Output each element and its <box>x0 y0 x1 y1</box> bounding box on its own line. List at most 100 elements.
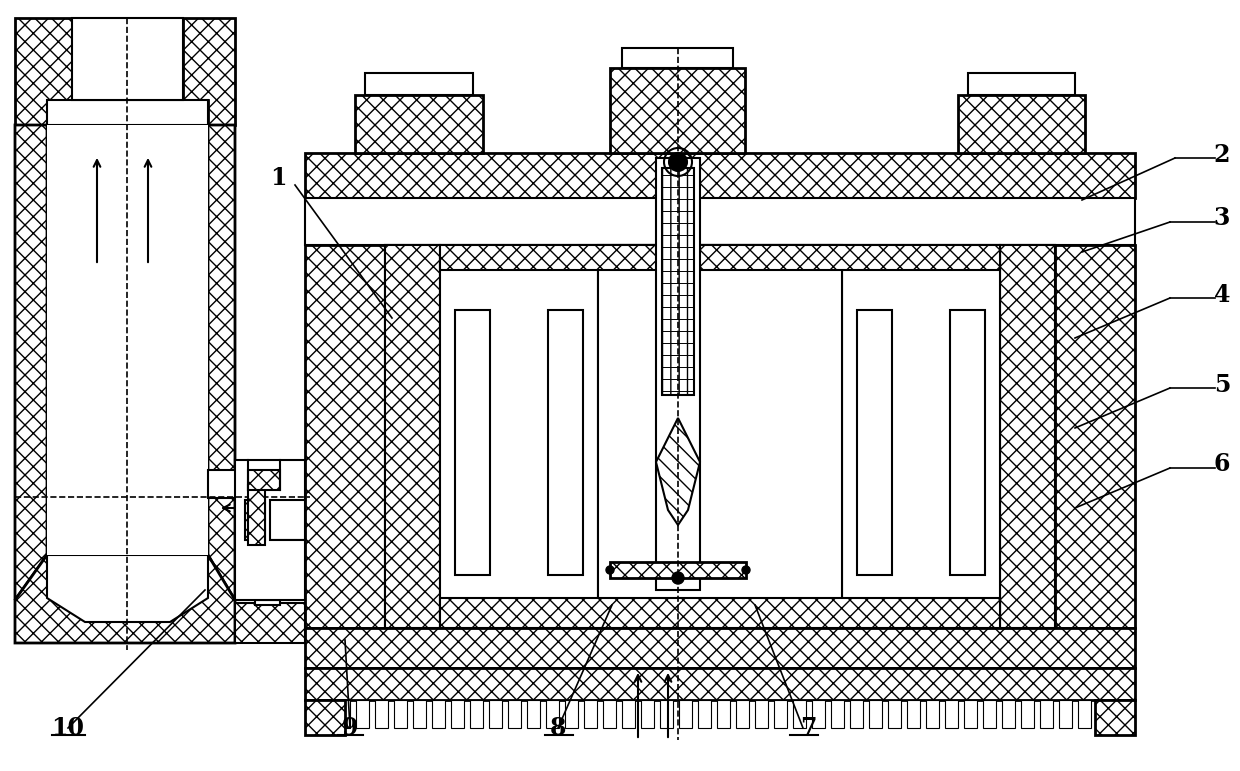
Polygon shape <box>305 245 384 628</box>
Polygon shape <box>15 18 72 125</box>
Text: 6: 6 <box>1214 452 1230 476</box>
Bar <box>755 700 768 728</box>
Text: 2: 2 <box>1214 143 1230 167</box>
Polygon shape <box>184 18 236 125</box>
Bar <box>413 700 427 728</box>
Bar <box>1059 700 1073 728</box>
Polygon shape <box>365 73 472 95</box>
Bar <box>698 700 711 728</box>
Polygon shape <box>968 73 1075 95</box>
Bar <box>451 700 464 728</box>
Bar <box>926 700 939 728</box>
Polygon shape <box>610 562 746 578</box>
Text: 9: 9 <box>342 716 358 740</box>
Polygon shape <box>305 628 1135 668</box>
Bar <box>489 700 502 728</box>
Polygon shape <box>598 245 842 628</box>
Text: 5: 5 <box>1214 373 1230 397</box>
Polygon shape <box>1055 245 1135 628</box>
Bar <box>394 700 407 728</box>
Text: 1: 1 <box>270 166 286 190</box>
Polygon shape <box>47 100 208 125</box>
Bar <box>906 700 920 728</box>
Bar <box>374 700 388 728</box>
Polygon shape <box>384 245 440 628</box>
Text: 7: 7 <box>800 716 816 740</box>
Bar <box>849 700 863 728</box>
Polygon shape <box>1095 700 1135 735</box>
Polygon shape <box>440 255 598 620</box>
Bar <box>565 700 578 728</box>
Polygon shape <box>265 495 305 540</box>
Bar <box>983 700 996 728</box>
Circle shape <box>742 566 750 574</box>
Polygon shape <box>999 245 1055 628</box>
Circle shape <box>670 153 687 171</box>
Polygon shape <box>15 125 47 600</box>
Bar <box>508 700 521 728</box>
Polygon shape <box>47 555 208 622</box>
Polygon shape <box>610 68 745 153</box>
Polygon shape <box>208 125 236 600</box>
Polygon shape <box>355 95 484 153</box>
Bar <box>527 700 539 728</box>
Bar <box>1040 700 1053 728</box>
Bar <box>546 700 559 728</box>
Polygon shape <box>950 310 985 575</box>
Circle shape <box>606 566 614 574</box>
Polygon shape <box>455 310 490 575</box>
Polygon shape <box>305 153 1135 198</box>
Polygon shape <box>662 168 694 395</box>
Polygon shape <box>656 158 701 590</box>
Circle shape <box>672 572 684 584</box>
Polygon shape <box>440 598 999 628</box>
Bar <box>1021 700 1034 728</box>
Bar <box>812 700 825 728</box>
Bar <box>337 700 350 728</box>
Polygon shape <box>305 198 1135 245</box>
Bar <box>963 700 977 728</box>
Bar <box>1116 700 1128 728</box>
Polygon shape <box>857 310 892 575</box>
Polygon shape <box>208 470 265 510</box>
Polygon shape <box>248 470 280 490</box>
Bar <box>1078 700 1091 728</box>
Bar <box>888 700 901 728</box>
Bar <box>737 700 749 728</box>
Polygon shape <box>305 700 345 735</box>
Bar <box>869 700 882 728</box>
Text: 4: 4 <box>1214 283 1230 307</box>
Polygon shape <box>384 245 1055 628</box>
Polygon shape <box>622 48 733 68</box>
Polygon shape <box>236 460 305 600</box>
Bar <box>641 700 653 728</box>
Polygon shape <box>236 603 305 643</box>
Bar <box>622 700 635 728</box>
Polygon shape <box>548 310 583 575</box>
Polygon shape <box>305 668 1135 700</box>
Bar <box>47 125 208 555</box>
Polygon shape <box>15 555 236 643</box>
Bar <box>72 18 184 100</box>
Bar <box>660 700 673 728</box>
Polygon shape <box>248 485 265 545</box>
Bar <box>584 700 596 728</box>
Bar <box>680 700 692 728</box>
Bar <box>774 700 787 728</box>
Polygon shape <box>959 95 1085 153</box>
Bar <box>945 700 959 728</box>
Bar <box>717 700 730 728</box>
Bar <box>831 700 844 728</box>
Polygon shape <box>246 500 265 540</box>
Bar <box>317 700 331 728</box>
Polygon shape <box>440 245 999 270</box>
Bar <box>432 700 445 728</box>
Bar <box>356 700 370 728</box>
Polygon shape <box>842 255 999 620</box>
Bar <box>603 700 616 728</box>
Polygon shape <box>656 418 701 525</box>
Bar <box>794 700 806 728</box>
Text: 10: 10 <box>52 716 84 740</box>
Text: 3: 3 <box>1214 206 1230 230</box>
Bar <box>1002 700 1016 728</box>
